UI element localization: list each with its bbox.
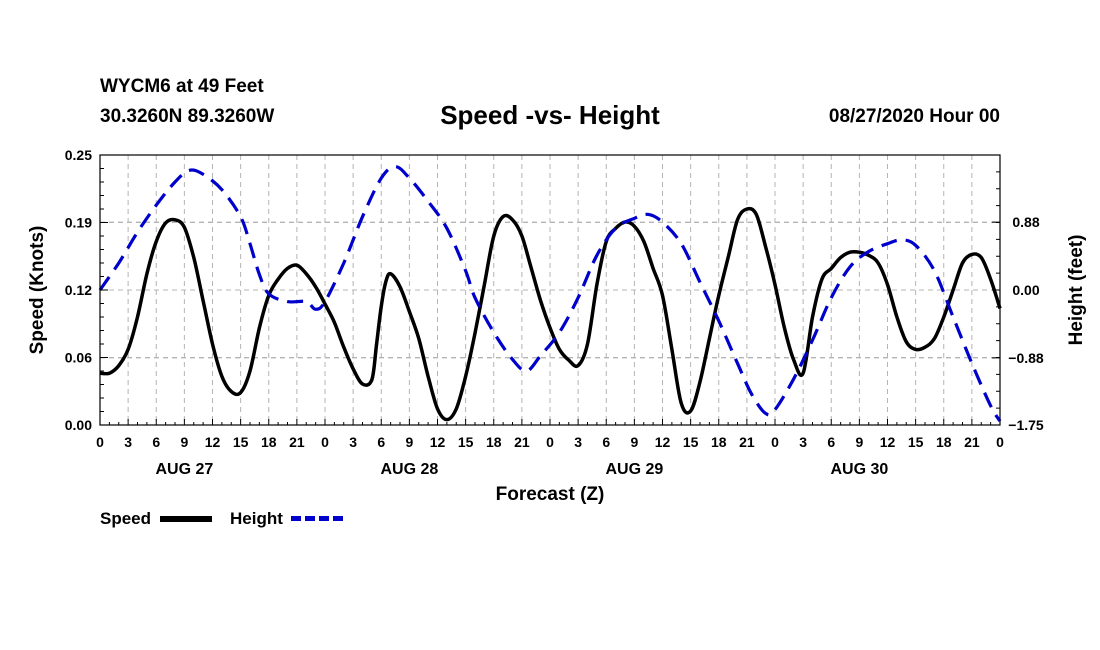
height-series-line (98, 165, 1002, 422)
y-axis-label: Speed (Knots) (27, 226, 48, 355)
coordinates-label: 30.3260N 89.3260W (100, 106, 275, 127)
x-tick-label: 3 (124, 434, 132, 450)
y2-tick-label: −1.75 (1008, 417, 1044, 433)
x-tick-label: 12 (430, 434, 446, 450)
x-tick-label: 9 (630, 434, 638, 450)
x-tick-label: 21 (289, 434, 305, 450)
x-tick-label: 18 (711, 434, 727, 450)
y-tick-label: 0.25 (65, 147, 92, 163)
x-tick-label: 12 (880, 434, 896, 450)
y2-tick-label: 0.00 (1012, 282, 1039, 298)
x-tick-label: 9 (180, 434, 188, 450)
x-tick-label: 6 (377, 434, 385, 450)
x-tick-label: 0 (321, 434, 329, 450)
x-tick-label: 3 (574, 434, 582, 450)
x-tick-label: 0 (96, 434, 104, 450)
x-tick-label: 15 (683, 434, 699, 450)
x-tick-label: 21 (964, 434, 980, 450)
axis-layer: 0 3 6 9 12 15 18 21 0 3 6 9 12 15 18 21 0 3 6 9 12 15 18 21 0 3 6 9… (65, 147, 1044, 478)
x-axis-label: Forecast (Z) (496, 484, 605, 505)
x-tick-label: 12 (205, 434, 221, 450)
x-tick-label: 15 (233, 434, 249, 450)
legend-height-swatch (291, 516, 343, 521)
day-label: AUG 28 (380, 461, 438, 478)
legend-speed-label: Speed (100, 509, 152, 528)
grid-layer (100, 155, 1000, 425)
station-label: WYCM6 at 49 Feet (100, 76, 264, 97)
legend-speed-swatch (160, 516, 212, 522)
y2-tick-label: 0.88 (1012, 214, 1039, 230)
y-tick-label: 0.19 (65, 215, 92, 231)
x-tick-label: 6 (152, 434, 160, 450)
x-tick-label: 0 (546, 434, 554, 450)
y2-tick-label: −0.88 (1008, 350, 1044, 366)
legend-height-label: Height (230, 509, 283, 528)
forecast-date: 08/27/2020 Hour 00 (828, 106, 1000, 127)
speed-series-line (99, 206, 1002, 422)
day-label: AUG 30 (830, 461, 888, 478)
y-tick-label: 0.00 (65, 417, 92, 433)
y-tick-label: 0.12 (65, 282, 92, 298)
x-tick-label: 6 (602, 434, 610, 450)
x-tick-label: 12 (655, 434, 671, 450)
x-tick-label: 21 (514, 434, 530, 450)
x-tick-label: 21 (739, 434, 755, 450)
y-tick-label: 0.06 (65, 350, 92, 366)
chart-title: Speed -vs- Height (440, 100, 660, 130)
x-tick-label: 18 (936, 434, 952, 450)
x-tick-label: 6 (827, 434, 835, 450)
x-tick-label: 9 (405, 434, 413, 450)
x-tick-label: 18 (261, 434, 277, 450)
x-tick-label: 15 (458, 434, 474, 450)
x-tick-label: 9 (855, 434, 863, 450)
x-tick-label: 3 (799, 434, 807, 450)
x-tick-label: 15 (908, 434, 924, 450)
x-tick-label: 0 (996, 434, 1004, 450)
day-label: AUG 27 (155, 461, 213, 478)
x-tick-label: 3 (349, 434, 357, 450)
x-tick-label: 0 (771, 434, 779, 450)
day-label: AUG 29 (605, 461, 663, 478)
x-tick-label: 18 (486, 434, 502, 450)
series-layer (98, 165, 1002, 422)
y2-axis-label: Height (feet) (1066, 235, 1087, 346)
